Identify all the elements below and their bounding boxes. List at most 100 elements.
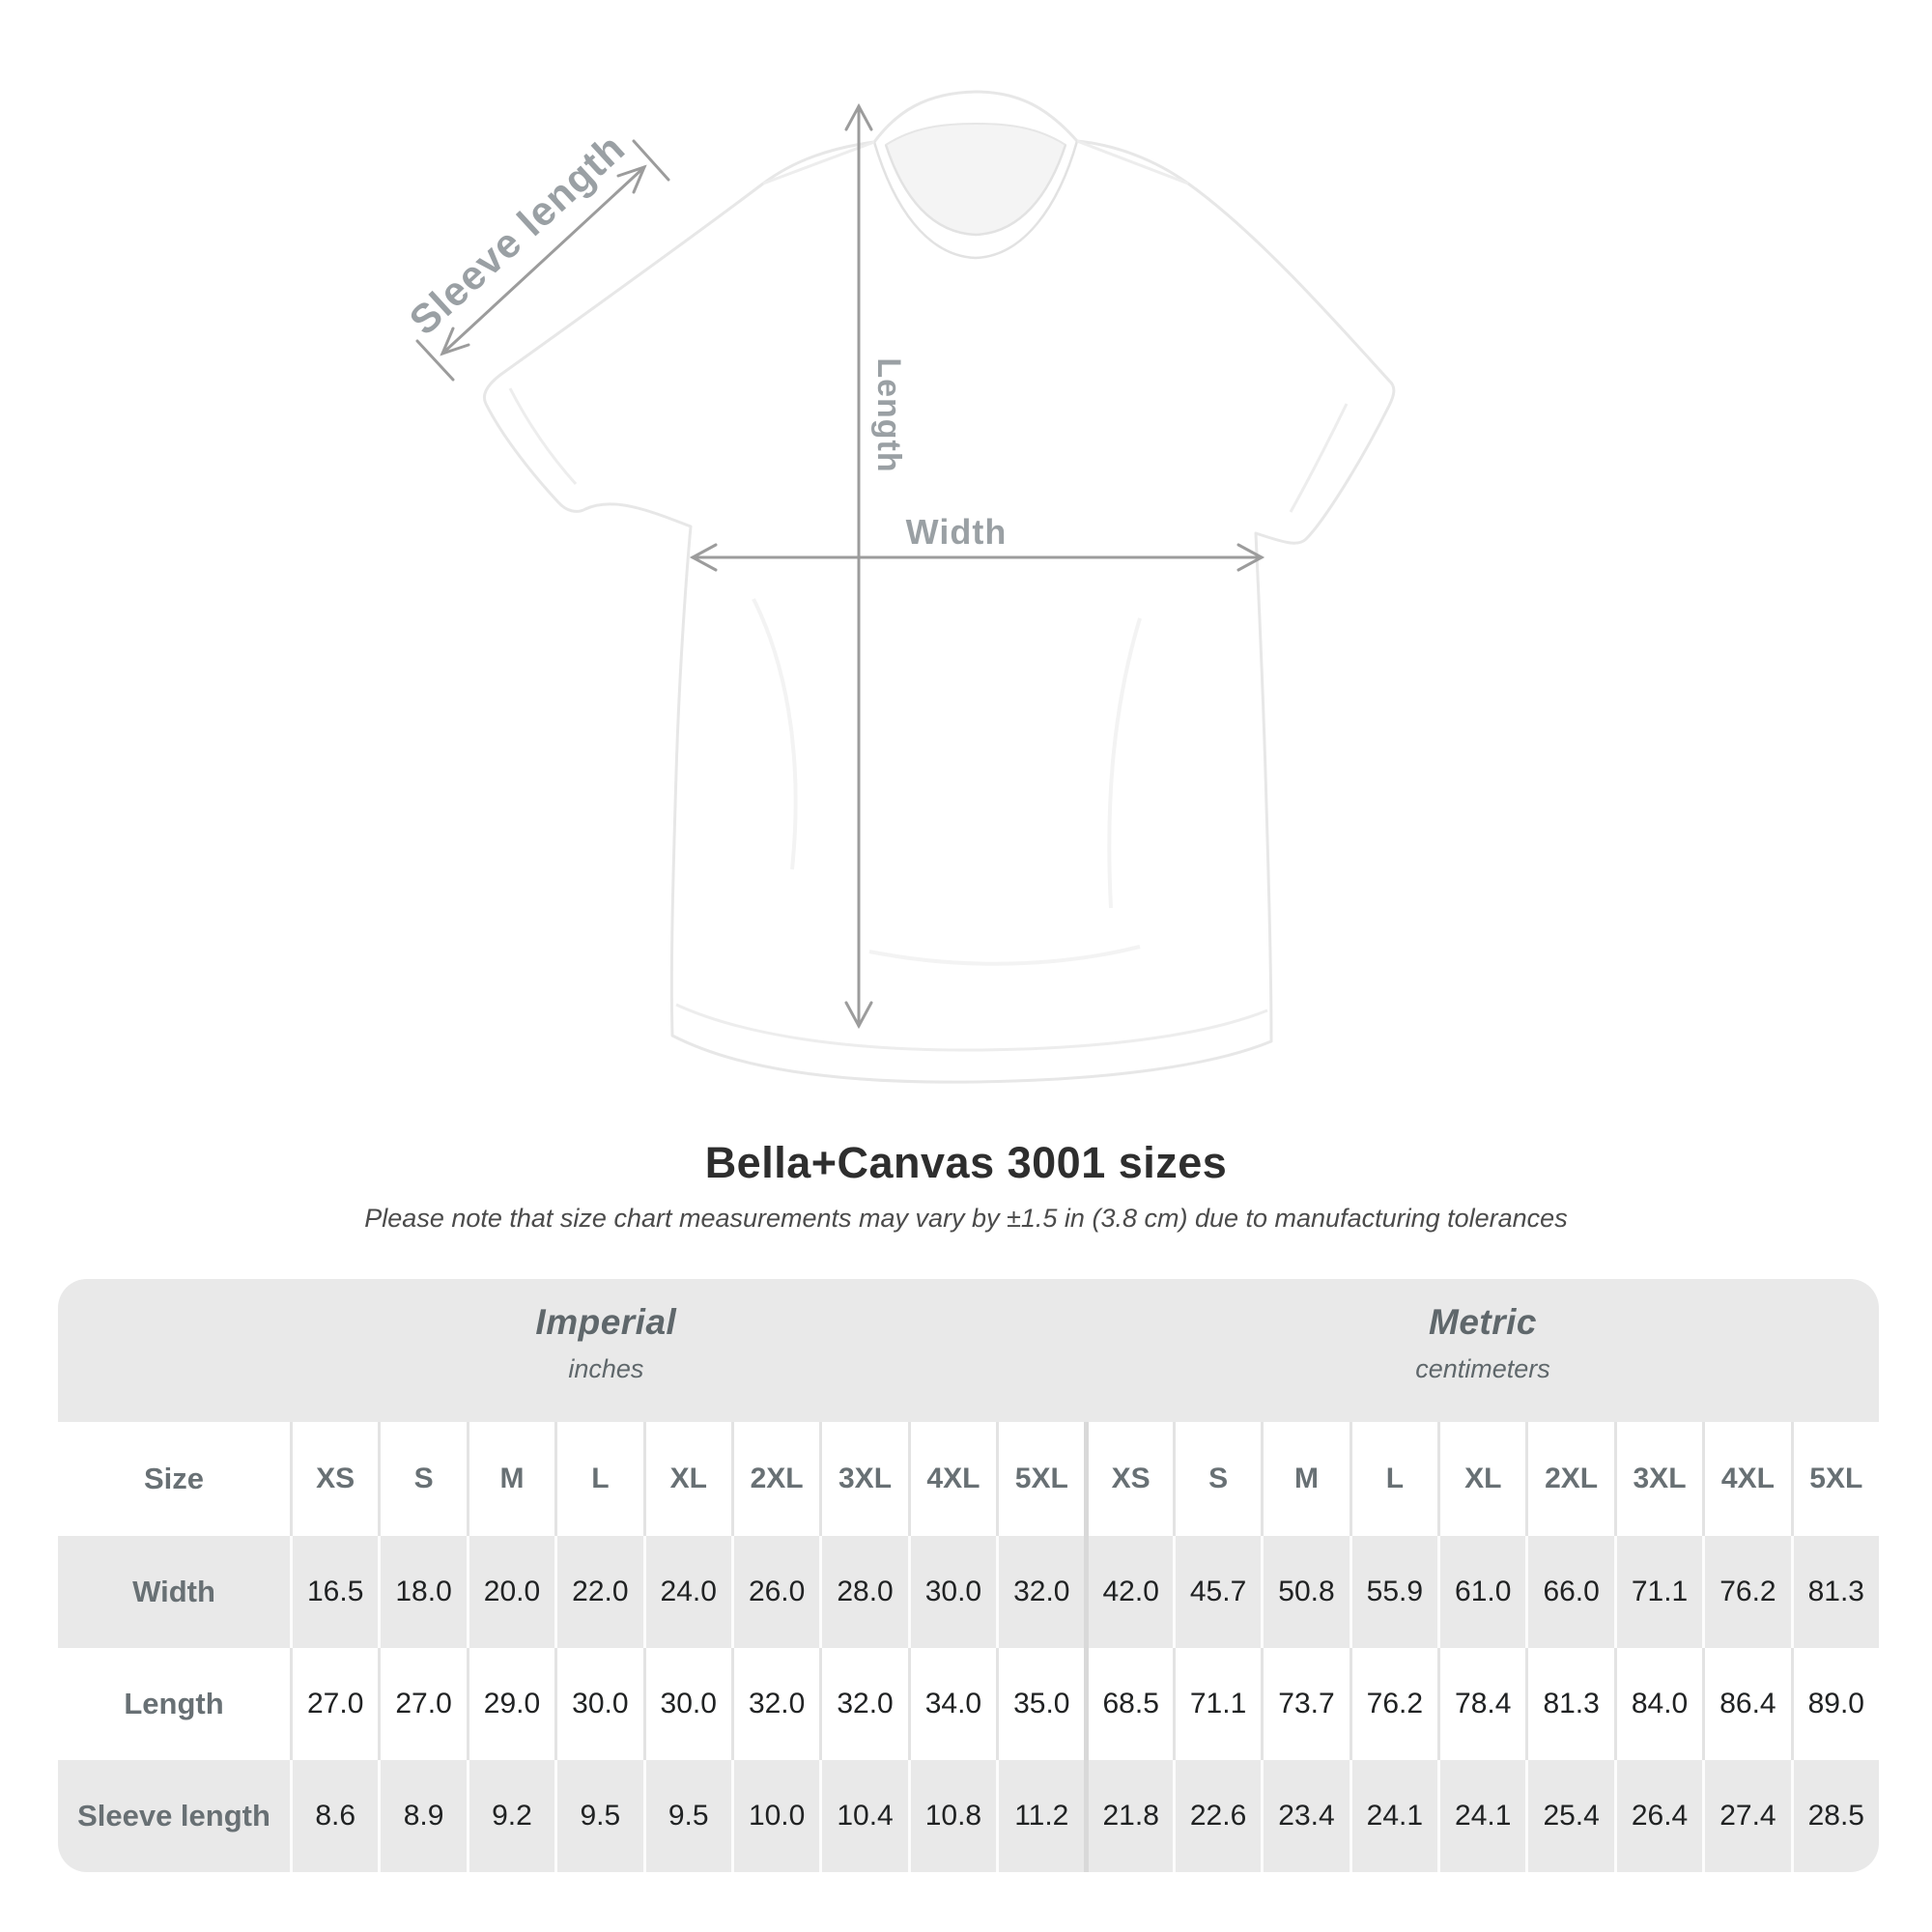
tshirt-diagram: Sleeve length Length Width <box>401 90 1396 1084</box>
width-label: Width <box>906 512 1008 552</box>
cell-length-imperial-4xl: 34.0 <box>907 1648 996 1760</box>
column-header-imperial-2xl: 2XL <box>730 1422 819 1536</box>
column-header-imperial-5xl: 5XL <box>996 1422 1084 1536</box>
width-arrow <box>689 543 1265 572</box>
table-row-sleeve-length: Sleeve length 8.6 8.9 9.2 9.5 9.5 10.0 10.4 10.8… <box>58 1760 1879 1872</box>
cell-length-metric-s: 71.1 <box>1172 1648 1261 1760</box>
cell-width-imperial-4xl: 30.0 <box>907 1536 996 1648</box>
length-arrow <box>844 102 873 1030</box>
metric-header: Metric centimeters <box>1415 1302 1550 1384</box>
right-sleeve-hem-seam <box>1289 403 1349 513</box>
cell-sleeve-length-imperial-5xl: 11.2 <box>996 1760 1084 1872</box>
column-header-metric-xs: XS <box>1084 1422 1172 1536</box>
column-header-metric-xl: XL <box>1437 1422 1525 1536</box>
cell-sleeve-length-metric-3xl: 26.4 <box>1613 1760 1702 1872</box>
cell-length-metric-2xl: 81.3 <box>1525 1648 1613 1760</box>
cell-sleeve-length-imperial-s: 8.9 <box>378 1760 466 1872</box>
metric-unit: centimeters <box>1415 1354 1550 1383</box>
page-subtitle: Please note that size chart measurements… <box>364 1204 1568 1233</box>
column-header-metric-m: M <box>1261 1422 1349 1536</box>
cell-sleeve-length-imperial-3xl: 10.4 <box>819 1760 907 1872</box>
column-header-imperial-m: M <box>466 1422 554 1536</box>
cell-length-imperial-m: 29.0 <box>466 1648 554 1760</box>
size-table: Imperial inches Metric centimeters Size X… <box>58 1279 1879 1872</box>
cell-width-imperial-3xl: 28.0 <box>819 1536 907 1648</box>
cell-sleeve-length-imperial-4xl: 10.8 <box>907 1760 996 1872</box>
cell-sleeve-length-metric-2xl: 25.4 <box>1525 1760 1613 1872</box>
left-sleeve-hem-seam <box>508 387 578 486</box>
cell-width-metric-5xl: 81.3 <box>1790 1536 1879 1648</box>
cell-width-imperial-m: 20.0 <box>466 1536 554 1648</box>
size-corner-label: Size <box>143 1462 205 1495</box>
collar-outer-seam <box>872 140 1079 260</box>
cell-width-metric-xl: 61.0 <box>1437 1536 1525 1648</box>
cell-length-metric-4xl: 86.4 <box>1702 1648 1790 1760</box>
cell-sleeve-length-metric-m: 23.4 <box>1261 1760 1349 1872</box>
imperial-unit: inches <box>568 1354 644 1383</box>
table-row-length: Length 27.0 27.0 29.0 30.0 30.0 32.0 32.0 34.0 35… <box>58 1648 1879 1760</box>
cell-length-imperial-3xl: 32.0 <box>819 1648 907 1760</box>
size-header-row: Size XS S M L XL 2XL 3XL 4XL 5XL XS S M L XL 2XL 3XL 4XL 5… <box>58 1422 1879 1536</box>
bottom-hem-seam <box>675 1003 1268 1052</box>
table-row-width: Width 16.5 18.0 20.0 22.0 24.0 26.0 28.0 30.0 32.… <box>58 1536 1879 1648</box>
column-header-metric-4xl: 4XL <box>1702 1422 1790 1536</box>
cell-width-metric-2xl: 66.0 <box>1525 1536 1613 1648</box>
cell-length-metric-m: 73.7 <box>1261 1648 1349 1760</box>
cell-width-metric-3xl: 71.1 <box>1613 1536 1702 1648</box>
cell-sleeve-length-metric-l: 24.1 <box>1349 1760 1437 1872</box>
cell-width-metric-m: 50.8 <box>1261 1536 1349 1648</box>
column-header-imperial-xs: XS <box>290 1422 378 1536</box>
cell-width-imperial-5xl: 32.0 <box>996 1536 1084 1648</box>
cell-sleeve-length-metric-s: 22.6 <box>1172 1760 1261 1872</box>
sleeve-length-arrow <box>415 139 670 382</box>
cell-width-metric-s: 45.7 <box>1172 1536 1261 1648</box>
cell-width-metric-xs: 42.0 <box>1084 1536 1172 1648</box>
table-header-band: Imperial inches Metric centimeters <box>58 1279 1879 1422</box>
metric-title: Metric <box>1429 1302 1537 1342</box>
page-title: Bella+Canvas 3001 sizes <box>704 1138 1228 1187</box>
collar-inner-seam <box>884 144 1067 237</box>
cell-sleeve-length-metric-4xl: 27.4 <box>1702 1760 1790 1872</box>
cell-length-metric-l: 76.2 <box>1349 1648 1437 1760</box>
cell-length-metric-3xl: 84.0 <box>1613 1648 1702 1760</box>
cell-sleeve-length-metric-5xl: 28.5 <box>1790 1760 1879 1872</box>
cell-length-imperial-xl: 30.0 <box>642 1648 731 1760</box>
column-header-imperial-3xl: 3XL <box>819 1422 907 1536</box>
cell-sleeve-length-metric-xs: 21.8 <box>1084 1760 1172 1872</box>
cell-sleeve-length-imperial-xl: 9.5 <box>642 1760 731 1872</box>
imperial-title: Imperial <box>535 1302 677 1342</box>
cell-length-imperial-xs: 27.0 <box>290 1648 378 1760</box>
cell-length-metric-xs: 68.5 <box>1084 1648 1172 1760</box>
cell-sleeve-length-metric-xl: 24.1 <box>1437 1760 1525 1872</box>
cell-length-metric-xl: 78.4 <box>1437 1648 1525 1760</box>
cell-sleeve-length-imperial-l: 9.5 <box>554 1760 642 1872</box>
cell-length-imperial-5xl: 35.0 <box>996 1648 1084 1760</box>
cell-width-imperial-s: 18.0 <box>378 1536 466 1648</box>
wrinkle-shading <box>752 598 1142 966</box>
row-label-length: Length <box>124 1687 224 1720</box>
cell-width-metric-l: 55.9 <box>1349 1536 1437 1648</box>
cell-length-imperial-s: 27.0 <box>378 1648 466 1760</box>
cell-width-imperial-2xl: 26.0 <box>730 1536 819 1648</box>
column-header-metric-l: L <box>1349 1422 1437 1536</box>
tshirt-illustration <box>482 90 1396 1084</box>
cell-length-imperial-l: 30.0 <box>554 1648 642 1760</box>
imperial-header: Imperial inches <box>535 1302 676 1384</box>
column-header-metric-5xl: 5XL <box>1790 1422 1879 1536</box>
table-body: Size XS S M L XL 2XL 3XL 4XL 5XL XS S M L XL 2XL 3XL 4XL 5… <box>58 1422 1879 1872</box>
cell-sleeve-length-imperial-xs: 8.6 <box>290 1760 378 1872</box>
cell-sleeve-length-imperial-2xl: 10.0 <box>730 1760 819 1872</box>
column-header-metric-s: S <box>1172 1422 1261 1536</box>
column-header-metric-3xl: 3XL <box>1613 1422 1702 1536</box>
cell-length-metric-5xl: 89.0 <box>1790 1648 1879 1760</box>
cell-width-imperial-l: 22.0 <box>554 1536 642 1648</box>
column-header-imperial-xl: XL <box>642 1422 731 1536</box>
cell-width-imperial-xl: 24.0 <box>642 1536 731 1648</box>
tshirt-body <box>482 90 1396 1084</box>
column-header-imperial-4xl: 4XL <box>907 1422 996 1536</box>
right-shoulder-seam <box>1076 139 1189 185</box>
left-shoulder-seam <box>762 140 875 185</box>
cell-length-imperial-2xl: 32.0 <box>730 1648 819 1760</box>
column-header-metric-2xl: 2XL <box>1525 1422 1613 1536</box>
